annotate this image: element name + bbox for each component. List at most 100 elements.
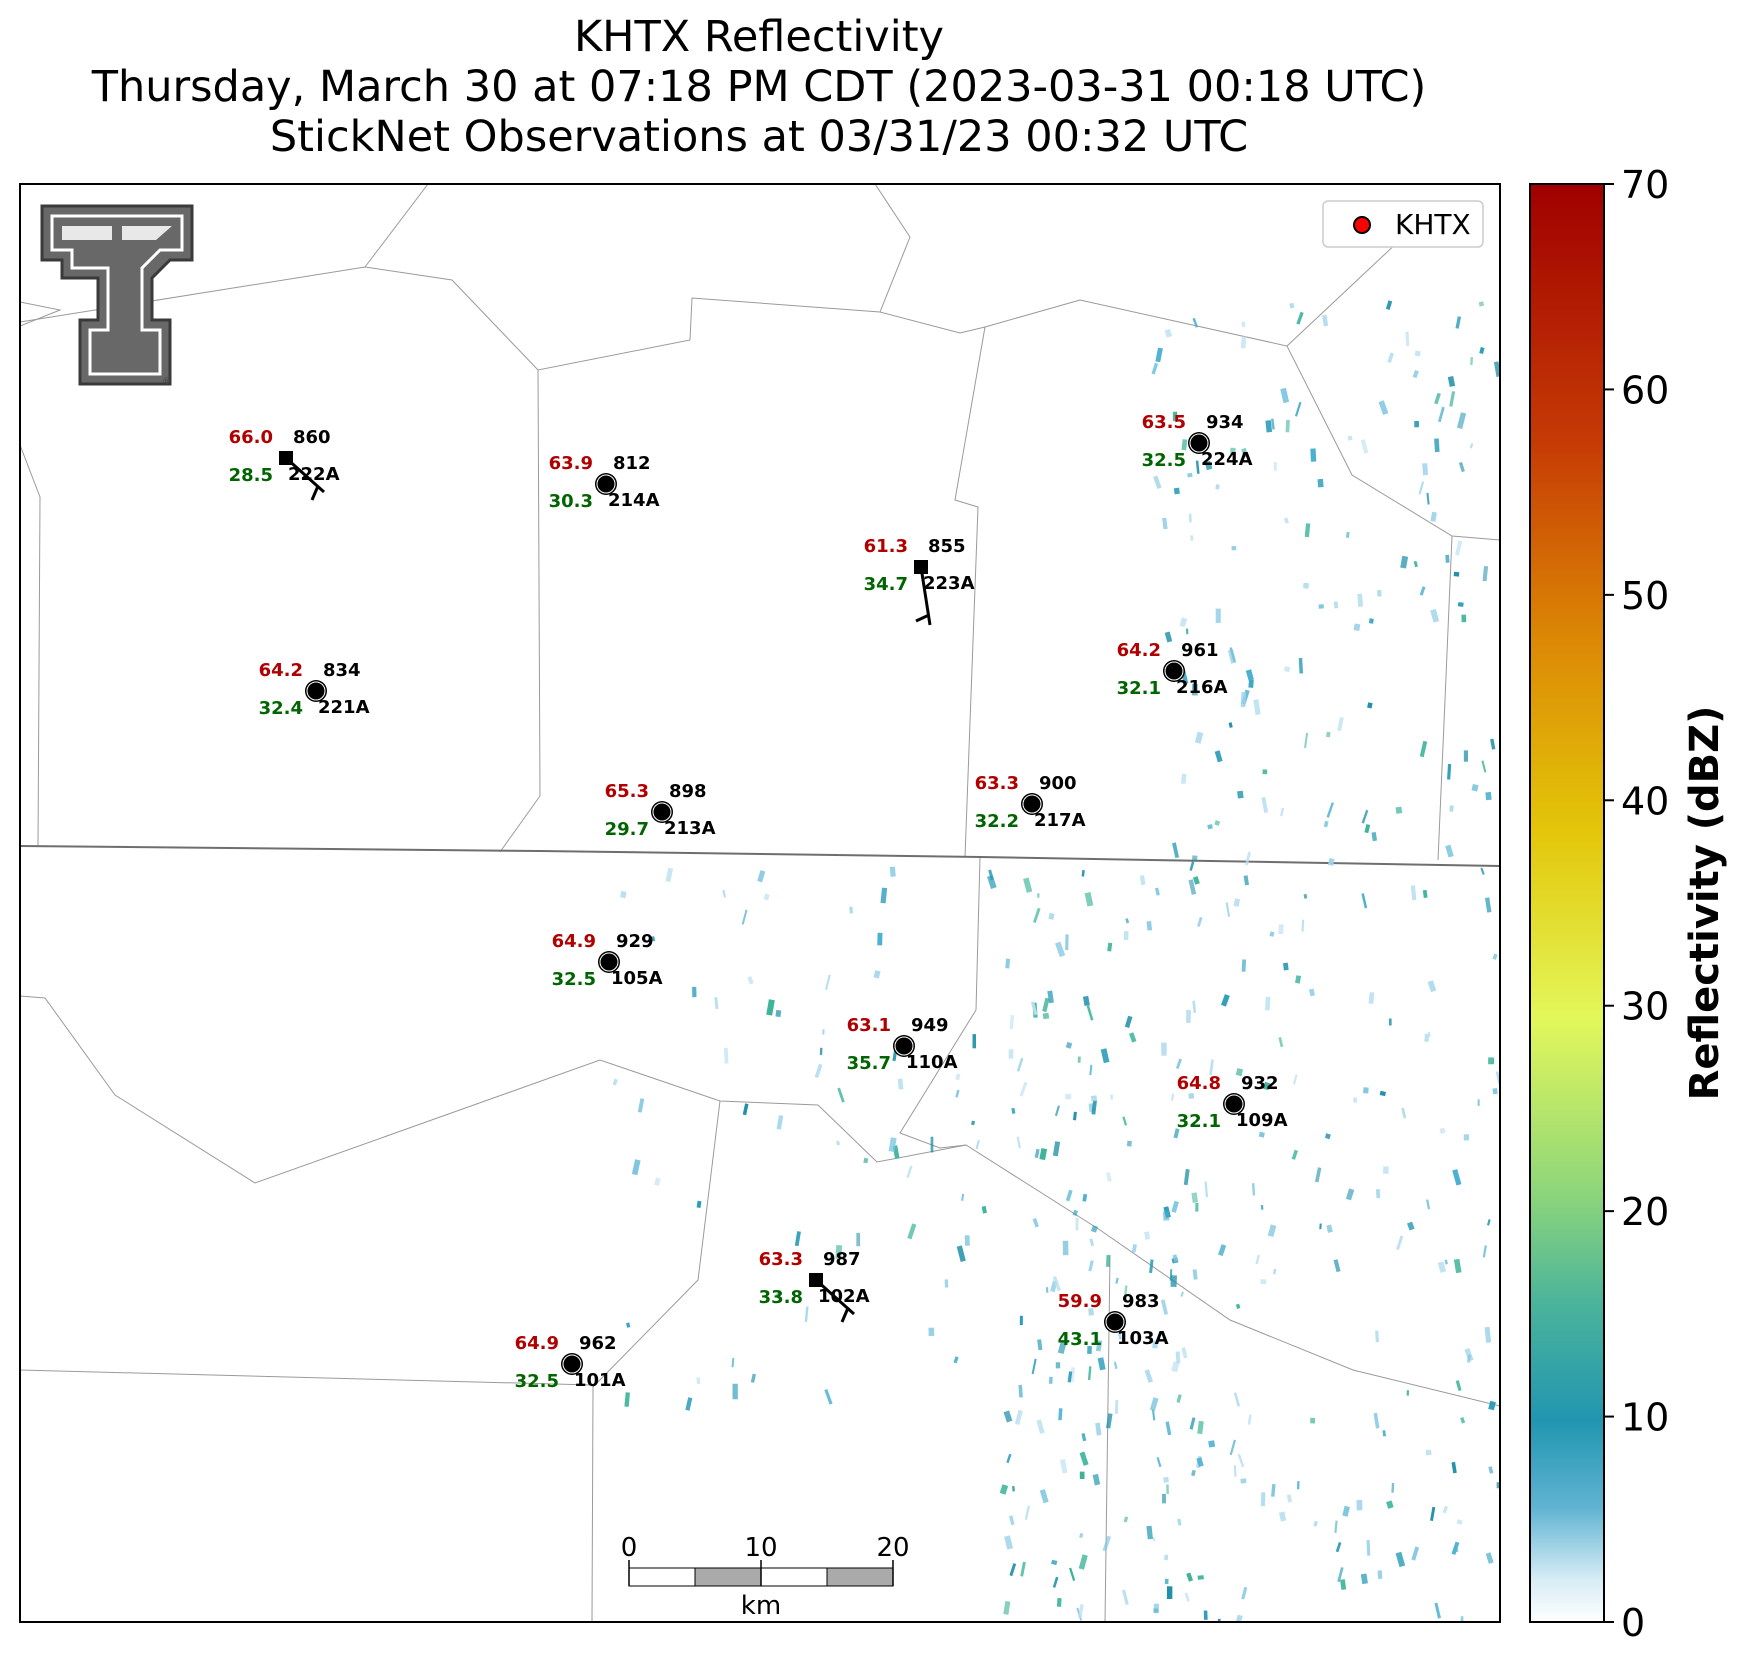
reflectivity-pixel [1418, 481, 1425, 495]
reflectivity-pixel [1173, 1128, 1180, 1139]
reflectivity-pixel [1204, 460, 1213, 471]
reflectivity-pixel [1018, 1384, 1023, 1398]
legend-box: KHTX [1322, 200, 1484, 248]
reflectivity-pixel [1324, 1133, 1331, 1140]
reflectivity-pixel [1382, 1430, 1387, 1437]
reflectivity-pixel [1327, 857, 1335, 866]
reflectivity-pixel [1488, 1400, 1496, 1411]
reflectivity-pixel [1368, 618, 1374, 624]
reflectivity-pixel [1296, 1481, 1300, 1490]
reflectivity-pixel [1345, 531, 1350, 538]
reflectivity-pixel [1273, 461, 1277, 471]
reflectivity-pixel [731, 1357, 735, 1368]
station-temperature: 65.3 [605, 781, 649, 802]
reflectivity-pixel [1004, 1535, 1014, 1550]
reflectivity-pixel [972, 1034, 976, 1049]
reflectivity-pixel [1422, 889, 1428, 899]
station-temperature: 59.9 [1058, 1291, 1102, 1312]
reflectivity-pixel [1128, 1032, 1137, 1043]
reflectivity-pixel [1363, 1087, 1369, 1094]
reflectivity-pixel [1378, 400, 1389, 415]
station-temperature: 63.3 [975, 773, 1019, 794]
reflectivity-pixel [1181, 439, 1188, 451]
reflectivity-pixel [1191, 684, 1198, 696]
reflectivity-pixel [1125, 918, 1130, 924]
reflectivity-pixel [1084, 891, 1094, 907]
reflectivity-pixel [1003, 1600, 1011, 1615]
reflectivity-pixel [1126, 1140, 1132, 1147]
reflectivity-pixel [1360, 1573, 1368, 1585]
station-temperature: 63.3 [759, 1249, 803, 1270]
wind-barb-feather [915, 613, 930, 623]
reflectivity-pixel [1215, 484, 1220, 490]
reflectivity-pixel [1079, 1451, 1089, 1466]
reflectivity-pixel [1156, 1456, 1162, 1468]
reflectivity-pixel [1326, 802, 1334, 818]
reflectivity-pixel [1208, 1440, 1216, 1448]
reflectivity-pixel [1088, 1260, 1094, 1272]
reflectivity-pixel [1078, 1554, 1088, 1570]
title-line-1: KHTX Reflectivity [573, 12, 944, 62]
reflectivity-pixel [1186, 1010, 1191, 1023]
reflectivity-pixel [1122, 1116, 1128, 1126]
reflectivity-pixel [1016, 1136, 1021, 1149]
station-223A: 61.3 855 34.7 223A [864, 536, 975, 626]
reflectivity-pixel [1152, 1536, 1156, 1542]
reflectivity-pixel [1051, 1559, 1058, 1566]
state-boundary [20, 845, 1500, 867]
reflectivity-pixel [1102, 1535, 1112, 1552]
reflectivity-pixel [1455, 316, 1462, 329]
reflectivity-pixel [1006, 1453, 1012, 1464]
reflectivity-pixel [1283, 517, 1289, 524]
station-marker-calm [651, 801, 673, 823]
reflectivity-pixel [1457, 602, 1464, 607]
reflectivity-pixel [1008, 1049, 1014, 1059]
reflectivity-pixel [1171, 1361, 1180, 1373]
reflectivity-pixel [1235, 1303, 1241, 1309]
reflectivity-pixel [1056, 1598, 1062, 1607]
station-id: 105A [611, 968, 663, 989]
station-temperature: 61.3 [864, 536, 908, 557]
reflectivity-pixel [1410, 885, 1417, 901]
reflectivity-pixel [1149, 1259, 1154, 1274]
reflectivity-pixel [1090, 1095, 1098, 1102]
reflectivity-pixel [1105, 1413, 1113, 1429]
station-temperature: 64.8 [1177, 1073, 1221, 1094]
reflectivity-pixel [1100, 1048, 1110, 1064]
reflectivity-pixel [1258, 1131, 1265, 1138]
reflectivity-pixel [1492, 953, 1498, 960]
reflectivity-pixel [1241, 1586, 1248, 1600]
reflectivity-pixel [1326, 731, 1331, 738]
station-pressure: 898 [669, 781, 707, 802]
scale-tick-0: 0 [621, 1533, 638, 1563]
station-id: 109A [1236, 1110, 1288, 1131]
reflectivity-pixel [776, 1293, 780, 1299]
reflectivity-pixel [1146, 1525, 1153, 1540]
station-marker-ring [599, 952, 619, 972]
reflectivity-pixel [1005, 958, 1011, 969]
reflectivity-pixel [1146, 920, 1153, 931]
reflectivity-pixel [741, 909, 748, 925]
reflectivity-pixel [1400, 555, 1409, 569]
reflectivity-pixel [1162, 1211, 1170, 1221]
reflectivity-pixel [1286, 1494, 1292, 1503]
station-id: 213A [664, 818, 716, 839]
station-marker-calm [305, 680, 327, 702]
reflectivity-pixel [794, 1231, 801, 1247]
reflectivity-pixel [1173, 487, 1180, 495]
reflectivity-pixel [906, 1165, 913, 1179]
reflectivity-pixel [814, 1063, 823, 1079]
reflectivity-pixel [1090, 1225, 1098, 1233]
reflectivity-pixel [964, 1235, 970, 1246]
reflectivity-pixel [1184, 1592, 1190, 1602]
reflectivity-pixel [1067, 1371, 1073, 1383]
reflectivity-pixel [944, 1279, 949, 1288]
reflectivity-pixel [1057, 1340, 1067, 1355]
reflectivity-pixel [1430, 511, 1437, 522]
reflectivity-pixel [1115, 1277, 1119, 1284]
station-id: 214A [608, 490, 660, 511]
reflectivity-pixel [873, 970, 881, 979]
reflectivity-pixel [1241, 959, 1247, 972]
reflectivity-pixel [1283, 666, 1291, 673]
station-id: 217A [1034, 810, 1086, 831]
